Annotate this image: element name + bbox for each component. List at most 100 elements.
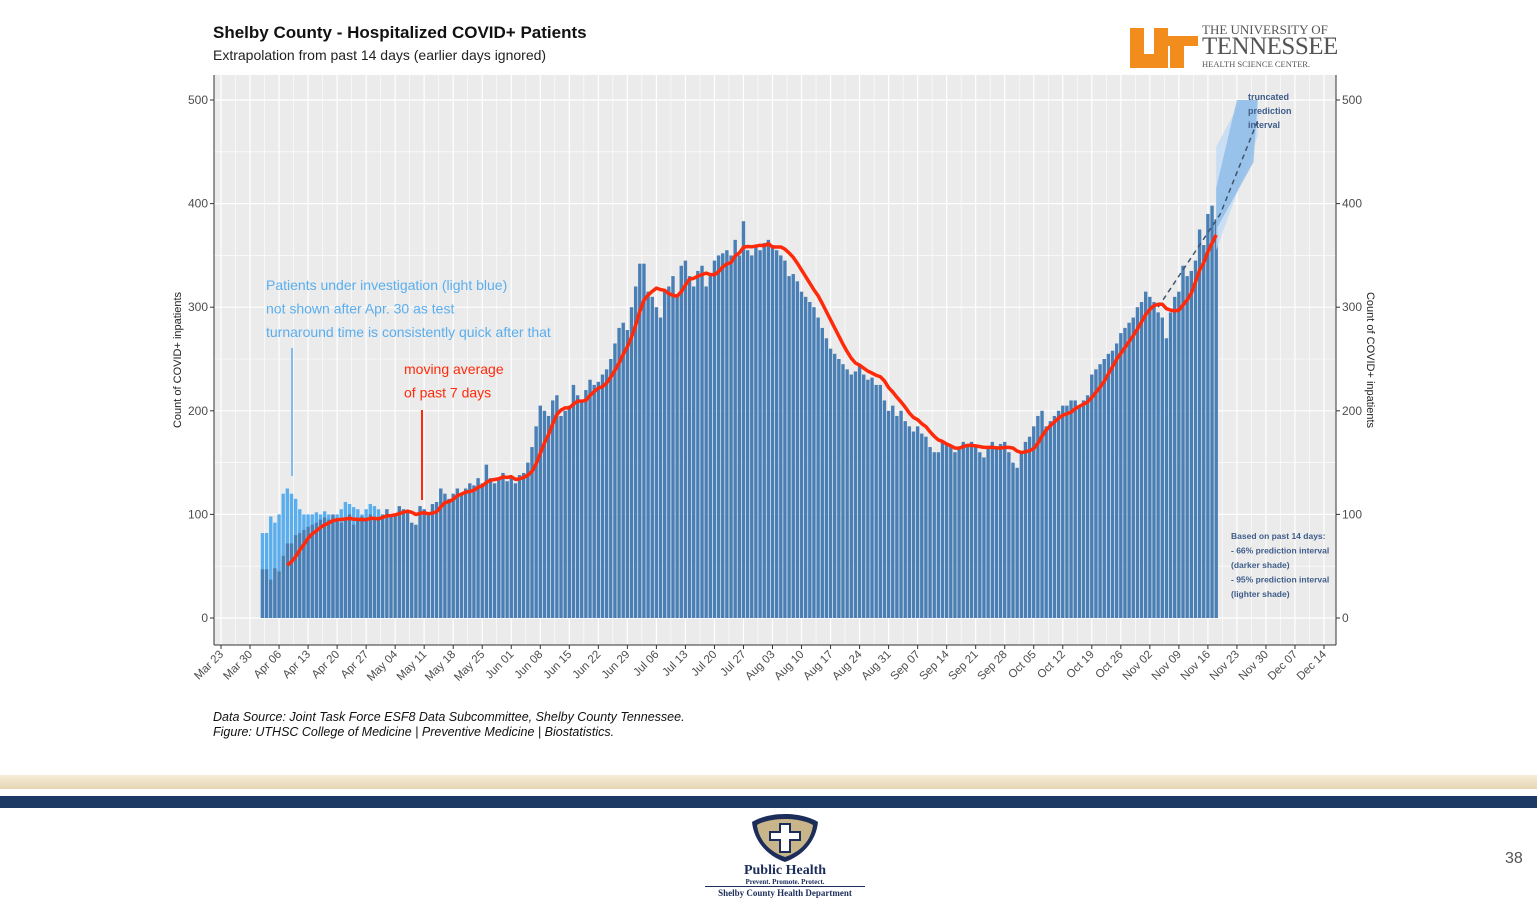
- x-tick-label: Aug 10: [772, 649, 806, 683]
- confirmed-bar: [613, 343, 617, 618]
- confirmed-bar: [426, 514, 431, 618]
- confirmed-bar: [343, 519, 348, 618]
- confirmed-bar: [957, 447, 961, 618]
- confirmed-bar: [381, 514, 385, 618]
- confirmed-bar: [1164, 338, 1169, 618]
- y-tick-label-right: 100: [1342, 507, 1362, 521]
- ut-mark-icon: [1130, 28, 1198, 68]
- confirmed-bar: [621, 322, 625, 618]
- truncated-annotation: truncated: [1248, 92, 1289, 102]
- confirmed-bar: [1085, 395, 1090, 618]
- confirmed-bar: [306, 526, 310, 618]
- confirmed-bar: [1181, 265, 1185, 618]
- confirmed-bar: [758, 250, 762, 618]
- confirmed-bar: [1152, 302, 1156, 618]
- confirmed-bar: [273, 568, 277, 618]
- confirmed-bar: [1135, 307, 1140, 618]
- confirmed-bar: [853, 371, 858, 618]
- x-tick-label: Jul 13: [660, 649, 690, 679]
- confirmed-bar: [994, 447, 999, 618]
- confirmed-bar: [903, 421, 907, 618]
- confirmed-bar: [310, 524, 314, 618]
- confirmed-bar: [671, 276, 675, 618]
- confirmed-bar: [397, 506, 402, 618]
- x-tick-label: Sep 14: [918, 648, 953, 683]
- confirmed-bar: [1098, 364, 1102, 618]
- confirmed-bar: [567, 405, 572, 618]
- confirmed-bar: [604, 369, 609, 618]
- y-tick-label-right: 200: [1342, 404, 1362, 418]
- confirmed-bar: [575, 395, 580, 618]
- pui-bar: [277, 514, 281, 618]
- ph-logo-line3: Shelby County Health Department: [718, 888, 852, 898]
- confirmed-bar: [803, 296, 808, 618]
- confirmed-bar: [368, 514, 372, 618]
- x-tick-label: Nov 02: [1121, 649, 1155, 683]
- x-tick-label: Jun 22: [571, 649, 604, 682]
- confirmed-bar: [1048, 421, 1053, 618]
- confirmed-bar: [828, 348, 833, 618]
- x-tick-label: May 04: [365, 648, 401, 684]
- confirmed-bar: [1023, 441, 1028, 618]
- confirmed-bar: [687, 276, 692, 618]
- confirmed-bar: [571, 384, 576, 618]
- confirmed-bar: [480, 483, 484, 618]
- prediction-interval-note: (lighter shade): [1231, 589, 1290, 599]
- x-tick-label: Apr 20: [310, 649, 342, 681]
- ut-logo-line2: TENNESSEE: [1202, 33, 1338, 60]
- x-tick-label: Oct 05: [1006, 649, 1038, 681]
- confirmed-bar: [953, 452, 957, 618]
- confirmed-bar: [667, 286, 671, 618]
- y-axis-title: Count of COVID+ inpatients: [172, 291, 184, 428]
- confirmed-bar: [866, 379, 870, 618]
- confirmed-bar: [978, 452, 982, 618]
- confirmed-bar: [318, 519, 323, 618]
- confirmed-bar: [891, 405, 895, 618]
- confirmed-bar: [335, 519, 339, 618]
- confirmed-bar: [832, 353, 837, 618]
- y-tick-label: 500: [188, 93, 208, 107]
- confirmed-bar: [1003, 441, 1007, 618]
- confirmed-bar: [1127, 322, 1131, 618]
- confirmed-bar: [638, 263, 642, 618]
- confirmed-bar: [936, 452, 941, 618]
- x-tick-label: May 25: [452, 649, 487, 684]
- confirmed-bar: [783, 260, 787, 618]
- confirmed-bar: [517, 475, 522, 618]
- confirmed-bar: [662, 291, 667, 618]
- confirmed-bar: [501, 472, 505, 618]
- confirmed-bar: [1102, 359, 1106, 618]
- prediction-trend-line: [1157, 120, 1259, 308]
- ma-annotation: of past 7 days: [404, 385, 491, 401]
- y-tick-label-right: 500: [1342, 93, 1362, 107]
- confirmed-bar: [331, 514, 335, 618]
- x-tick-label: Nov 23: [1208, 649, 1242, 683]
- confirmed-bar: [376, 517, 381, 618]
- confirmed-bar: [696, 270, 700, 618]
- page-number: 38: [1505, 850, 1523, 867]
- confirmed-bar: [729, 255, 733, 618]
- confirmed-bar: [845, 369, 849, 618]
- confirmed-bar: [617, 327, 621, 618]
- confirmed-bar: [932, 452, 936, 618]
- confirmed-bar: [401, 509, 406, 618]
- confirmed-bar: [443, 493, 447, 618]
- x-tick-label: May 18: [423, 649, 458, 684]
- y-tick-label: 100: [188, 507, 208, 521]
- confirmed-bar: [1210, 205, 1214, 618]
- confirmed-bar: [625, 329, 630, 618]
- confirmed-bar: [874, 384, 878, 618]
- ut-hsc-logo: THE UNIVERSITY OF TENNESSEE HEALTH SCIEN…: [1130, 22, 1340, 72]
- confirmed-bar: [1027, 436, 1032, 618]
- confirmed-bar: [750, 255, 754, 618]
- confirmed-bar: [982, 457, 986, 618]
- confirmed-bar: [410, 522, 414, 618]
- confirmed-bar: [1069, 400, 1073, 618]
- confirmed-bar: [683, 260, 688, 618]
- confirmed-bar: [721, 253, 725, 618]
- confirmed-bar: [1094, 369, 1098, 618]
- confirmed-bar: [559, 415, 563, 618]
- y-axis-title-right: Count of COVID+ inpatients: [1364, 292, 1376, 429]
- confirmed-bar: [600, 374, 605, 618]
- confirmed-bar: [812, 307, 816, 618]
